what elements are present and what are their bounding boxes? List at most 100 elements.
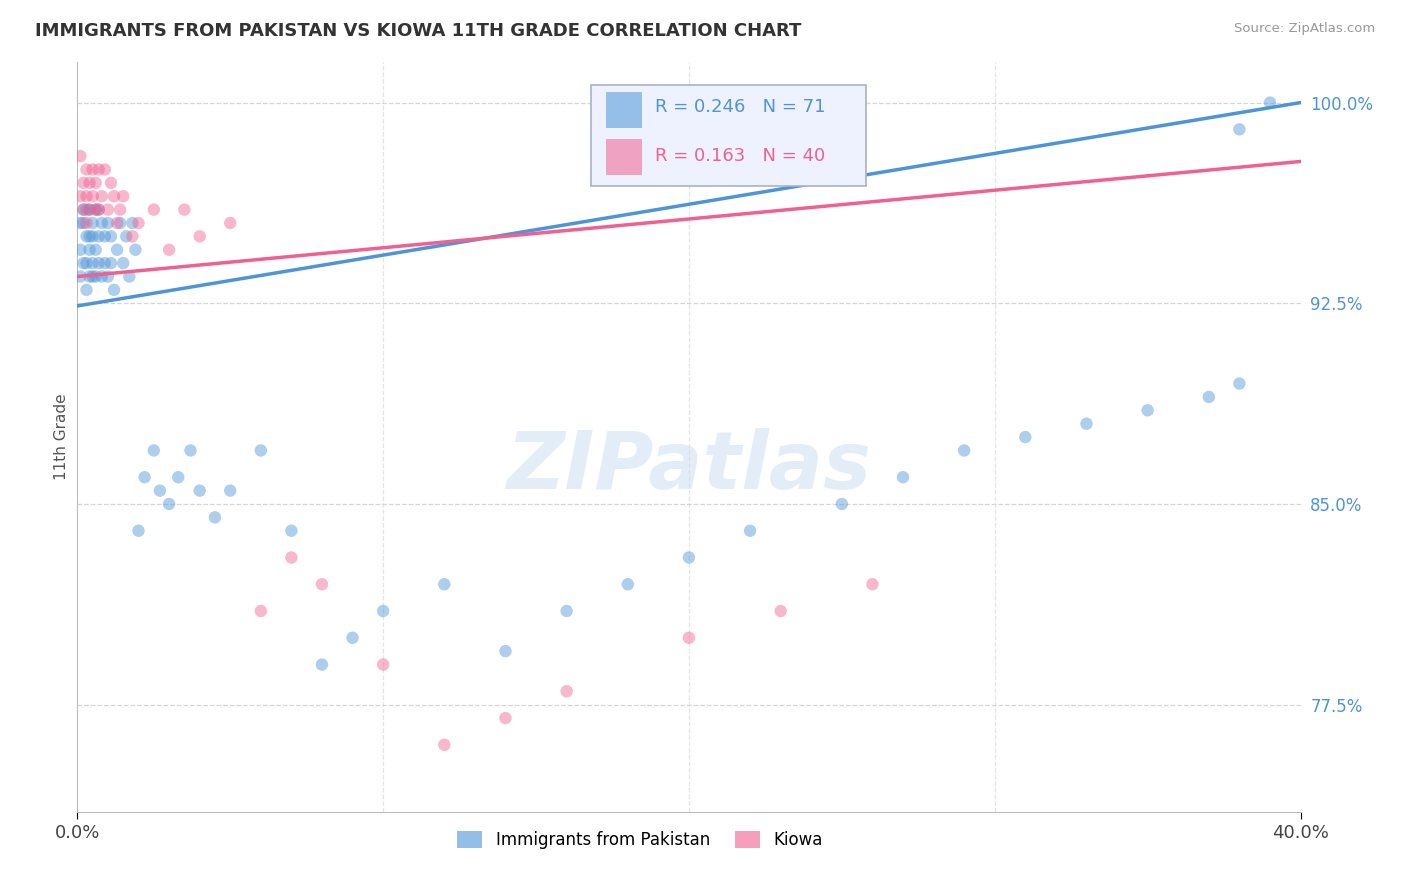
Point bbox=[97, 269, 120, 284]
Point bbox=[371, 604, 394, 618]
Point bbox=[862, 577, 884, 591]
Point bbox=[204, 510, 226, 524]
Point bbox=[219, 216, 242, 230]
Point bbox=[87, 202, 110, 217]
Point bbox=[97, 202, 120, 217]
Text: ZIPatlas: ZIPatlas bbox=[506, 428, 872, 506]
Point bbox=[72, 202, 94, 217]
Text: R = 0.163   N = 40: R = 0.163 N = 40 bbox=[655, 147, 825, 165]
Point bbox=[167, 470, 190, 484]
Point bbox=[82, 162, 104, 177]
Point bbox=[79, 269, 101, 284]
Point bbox=[82, 216, 104, 230]
Point bbox=[555, 604, 578, 618]
Point bbox=[79, 202, 101, 217]
Point bbox=[1229, 122, 1251, 136]
Point bbox=[82, 189, 104, 203]
Point bbox=[108, 216, 131, 230]
Point bbox=[433, 577, 456, 591]
Point bbox=[108, 202, 131, 217]
Point bbox=[831, 497, 853, 511]
Y-axis label: 11th Grade: 11th Grade bbox=[53, 393, 69, 481]
Point bbox=[97, 216, 120, 230]
Point bbox=[76, 202, 98, 217]
Point bbox=[142, 443, 165, 458]
Point bbox=[100, 176, 122, 190]
Point bbox=[495, 711, 517, 725]
Point bbox=[84, 202, 107, 217]
Point bbox=[94, 229, 117, 244]
Point bbox=[94, 256, 117, 270]
Point bbox=[90, 269, 112, 284]
Point bbox=[179, 443, 201, 458]
Point bbox=[69, 216, 91, 230]
Point bbox=[495, 644, 517, 658]
Point bbox=[84, 202, 107, 217]
Point bbox=[1229, 376, 1251, 391]
Point bbox=[769, 604, 792, 618]
Point bbox=[100, 256, 122, 270]
Point bbox=[105, 216, 128, 230]
Point bbox=[157, 243, 180, 257]
Point bbox=[173, 202, 195, 217]
Point bbox=[1198, 390, 1220, 404]
Point bbox=[94, 162, 117, 177]
Point bbox=[84, 243, 107, 257]
Point bbox=[84, 269, 107, 284]
Point bbox=[1136, 403, 1159, 417]
Point bbox=[555, 684, 578, 698]
Text: Source: ZipAtlas.com: Source: ZipAtlas.com bbox=[1234, 22, 1375, 36]
Point bbox=[219, 483, 242, 498]
Point bbox=[142, 202, 165, 217]
Point bbox=[87, 229, 110, 244]
Point bbox=[188, 229, 211, 244]
Text: IMMIGRANTS FROM PAKISTAN VS KIOWA 11TH GRADE CORRELATION CHART: IMMIGRANTS FROM PAKISTAN VS KIOWA 11TH G… bbox=[35, 22, 801, 40]
Point bbox=[112, 189, 135, 203]
Point bbox=[76, 229, 98, 244]
Point bbox=[280, 524, 302, 538]
Point bbox=[149, 483, 172, 498]
Point bbox=[105, 243, 128, 257]
Point bbox=[72, 176, 94, 190]
Legend: Immigrants from Pakistan, Kiowa: Immigrants from Pakistan, Kiowa bbox=[451, 824, 830, 855]
Bar bbox=[606, 139, 643, 175]
Point bbox=[87, 162, 110, 177]
Text: R = 0.246   N = 71: R = 0.246 N = 71 bbox=[655, 98, 825, 116]
Point bbox=[891, 470, 914, 484]
Point bbox=[124, 243, 146, 257]
Point bbox=[69, 189, 91, 203]
Point bbox=[87, 202, 110, 217]
Point bbox=[69, 243, 91, 257]
Point bbox=[84, 176, 107, 190]
Point bbox=[121, 229, 143, 244]
Point bbox=[79, 176, 101, 190]
Point bbox=[127, 216, 149, 230]
Point bbox=[90, 189, 112, 203]
Point bbox=[953, 443, 976, 458]
Point bbox=[100, 229, 122, 244]
Point bbox=[76, 283, 98, 297]
Point bbox=[157, 497, 180, 511]
Point bbox=[76, 256, 98, 270]
Point bbox=[76, 189, 98, 203]
Point bbox=[371, 657, 394, 672]
Point bbox=[311, 657, 333, 672]
Point bbox=[188, 483, 211, 498]
Point bbox=[76, 162, 98, 177]
Point bbox=[617, 577, 640, 591]
Point bbox=[678, 550, 700, 565]
Point bbox=[69, 269, 91, 284]
FancyBboxPatch shape bbox=[591, 85, 866, 186]
Point bbox=[112, 256, 135, 270]
Point bbox=[82, 269, 104, 284]
Point bbox=[311, 577, 333, 591]
Point bbox=[72, 216, 94, 230]
Point bbox=[79, 243, 101, 257]
Point bbox=[1076, 417, 1098, 431]
Point bbox=[72, 256, 94, 270]
Point bbox=[103, 283, 125, 297]
Point bbox=[82, 256, 104, 270]
Point bbox=[433, 738, 456, 752]
Point bbox=[90, 216, 112, 230]
Bar bbox=[606, 93, 643, 128]
